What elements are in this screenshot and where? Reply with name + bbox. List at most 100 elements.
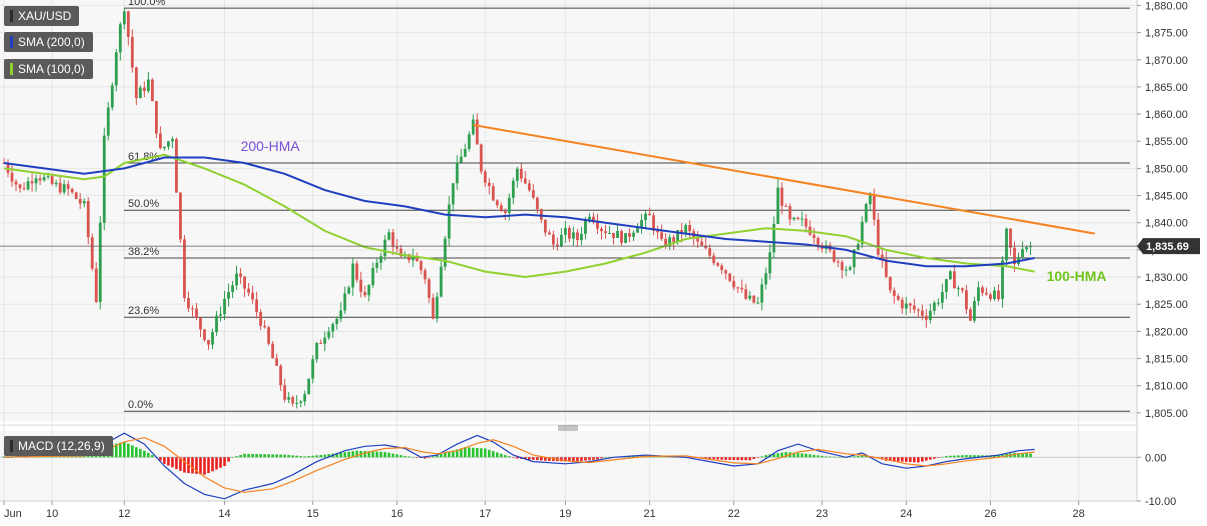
candle-body — [568, 228, 571, 239]
macd-histogram-bar — [780, 452, 784, 458]
macd-histogram-bar — [965, 455, 968, 458]
price-axis[interactable]: 1,805.00 1,810.00 1,815.00 1,820.00 1,825.00… — [1137, 0, 1188, 420]
candle-body — [443, 238, 447, 267]
candle-body — [371, 267, 375, 286]
candle — [969, 307, 972, 322]
candle-body — [471, 119, 475, 135]
sma-200-line — [3, 156, 1035, 268]
candle-body — [26, 181, 30, 190]
candle-body — [251, 292, 255, 300]
time-axis[interactable]: Jun 10 12 14 15 16 17 19 21 22 23 24 26 28 — [3, 501, 1085, 520]
x-tick-label: 26 — [984, 508, 996, 520]
sma-200-legend-text: SMA (200,0) — [18, 35, 85, 49]
candle-body — [527, 183, 531, 191]
macd-histogram-bar — [195, 457, 198, 474]
candle-body — [311, 359, 315, 379]
macd-histogram-bar — [499, 453, 503, 458]
candle-body — [223, 298, 226, 315]
macd-histogram-bar — [712, 457, 716, 460]
candle — [118, 22, 122, 61]
chart-annotations: 200-HMA 100-HMA — [241, 138, 1107, 284]
candle-body — [973, 301, 976, 321]
candle-body — [792, 217, 796, 220]
candle-body — [203, 329, 206, 340]
macd-histogram-bar — [592, 457, 595, 460]
candle-body — [559, 234, 563, 247]
candle-body — [102, 135, 106, 223]
macd-histogram-bar — [175, 457, 178, 470]
candle — [114, 48, 118, 92]
macd-legend[interactable]: MACD (12,26,9) — [4, 436, 113, 456]
candle-body — [150, 79, 154, 102]
macd-histogram-bar — [287, 454, 291, 458]
macd-axis[interactable]: 0.00 -10.00 — [1137, 452, 1176, 508]
candle-body — [564, 228, 567, 235]
macd-histogram-bar — [131, 445, 134, 458]
candle — [455, 155, 459, 190]
fib-level-label: 50.0% — [128, 198, 159, 210]
candle-body — [812, 234, 816, 238]
candle-body — [904, 303, 908, 309]
candle-body — [700, 241, 704, 246]
candle-body — [551, 234, 555, 245]
candle-body — [997, 290, 1000, 300]
candle-body — [956, 288, 960, 290]
macd-histogram-bar — [716, 457, 720, 460]
y-tick-label: 1,845.00 — [1145, 191, 1188, 203]
pane-resize-handle[interactable] — [558, 425, 578, 431]
candle — [1021, 241, 1024, 260]
candle — [291, 395, 295, 407]
candle-body — [475, 119, 479, 145]
candle-body — [908, 303, 912, 306]
candle — [303, 390, 307, 406]
macd-histogram-bar — [912, 457, 916, 463]
candle — [459, 148, 463, 163]
candle-body — [912, 305, 916, 310]
sma-100-legend[interactable]: SMA (100,0) — [4, 59, 93, 79]
x-tick-label: 12 — [118, 508, 130, 520]
candle — [307, 378, 311, 395]
candle-body — [411, 257, 415, 261]
candle-body — [676, 230, 680, 243]
macd-histogram-bar — [343, 452, 347, 458]
candle-body — [126, 11, 130, 37]
candle-body — [191, 308, 194, 310]
macd-histogram-bar — [704, 457, 708, 459]
macd-histogram-bar — [856, 455, 860, 458]
macd-histogram-bar — [387, 452, 391, 458]
candle-body — [648, 213, 652, 216]
candle — [267, 325, 271, 346]
candle — [744, 283, 748, 301]
candle — [38, 174, 42, 186]
candle-body — [70, 188, 74, 193]
annotation-200-hma: 200-HMA — [241, 138, 301, 154]
candle — [227, 283, 230, 307]
candle-body — [130, 36, 134, 68]
candle-body — [187, 298, 190, 309]
macd-histogram-bar — [600, 457, 603, 459]
macd-histogram-bar — [1021, 453, 1024, 458]
candle-body — [523, 178, 527, 184]
candle — [527, 179, 531, 193]
sma-200-legend[interactable]: SMA (200,0) — [4, 32, 93, 52]
candle — [648, 207, 652, 216]
candle-body — [784, 205, 788, 207]
macd-histogram-bar — [1001, 454, 1004, 458]
macd-histogram-bar — [1029, 453, 1032, 458]
candle-body — [207, 339, 210, 345]
candle — [523, 171, 527, 185]
candle — [443, 235, 447, 271]
candle — [844, 266, 848, 277]
symbol-label[interactable]: XAU/USD — [4, 6, 80, 26]
candle-body — [451, 183, 455, 205]
candle-body — [588, 216, 591, 220]
candle-body — [724, 270, 728, 274]
candle-body — [1025, 247, 1028, 250]
candle-body — [267, 327, 271, 344]
candle-body — [780, 187, 784, 206]
candle — [110, 82, 114, 111]
price-candles — [2, 8, 1032, 409]
macd-histogram-bar — [114, 443, 118, 458]
macd-histogram-bar — [920, 457, 924, 462]
